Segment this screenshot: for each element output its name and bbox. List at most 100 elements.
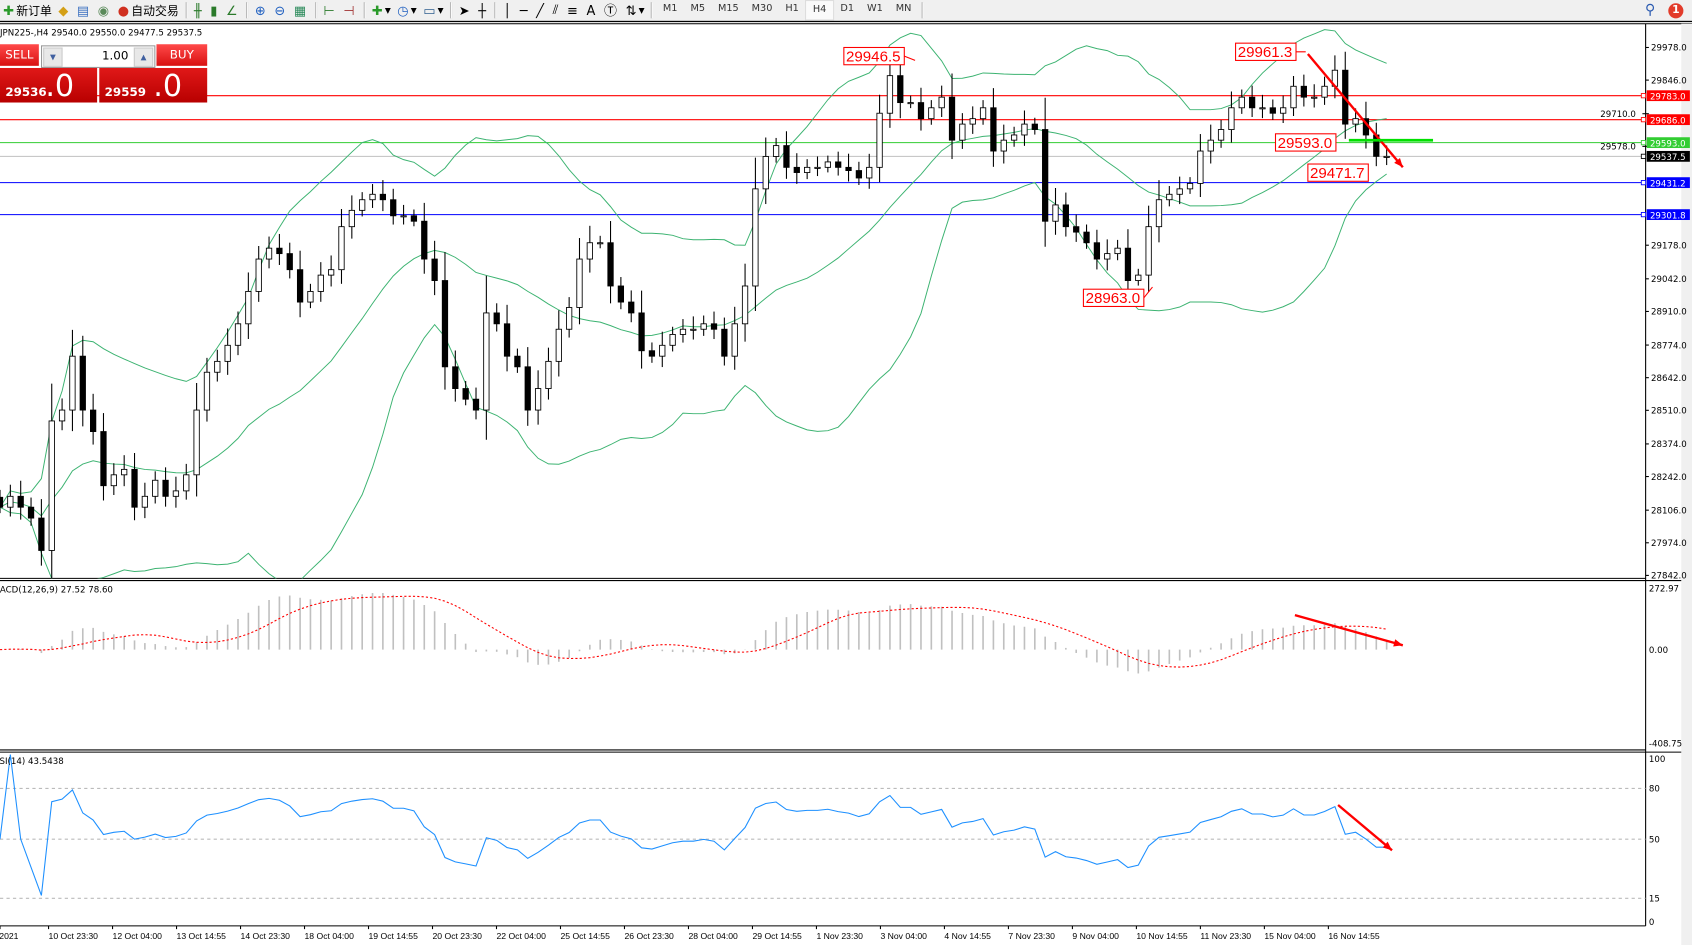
candle-body [1259, 107, 1266, 110]
candle [483, 275, 490, 440]
fibo-icon: ⫽ [552, 2, 559, 18]
candle [172, 476, 180, 508]
bar-chart-button[interactable]: ╫ [191, 1, 207, 19]
time-label: 10 Oct 23:30 [49, 931, 99, 941]
buy-price[interactable]: 29559 .0 [99, 67, 208, 103]
candle-body [1238, 96, 1245, 109]
price-tick-label: 28374.0 [1651, 440, 1687, 450]
volume-up-button[interactable]: ▲ [133, 47, 154, 67]
candle [597, 235, 604, 249]
candle-body [1217, 129, 1225, 141]
fibo-button[interactable]: ⫽ [549, 1, 563, 19]
divider [185, 2, 188, 19]
candle-body [814, 166, 821, 169]
sell-price[interactable]: 29536 .0 [0, 67, 98, 103]
candle-body [431, 258, 438, 281]
macd-arrow [1294, 613, 1404, 647]
candle [876, 94, 883, 183]
level-label-bg [1646, 177, 1690, 189]
candle-body [783, 145, 790, 168]
candle [162, 467, 169, 507]
rsi-tick-label: 0 [1649, 918, 1654, 928]
tile-button[interactable]: ▦ [291, 1, 312, 19]
main-panel: 29946.5 29961.3 29593.0 29471.7 28963.0 [0, 29, 1646, 579]
notification-badge[interactable]: 1 [1668, 2, 1684, 18]
candle [586, 225, 593, 273]
signal-button[interactable]: ◉ [95, 1, 115, 19]
candle-body [959, 123, 966, 141]
auto-trading-label: 自动交易 [131, 3, 179, 18]
history-button[interactable]: ▤ [74, 1, 95, 19]
timeframe-d1[interactable]: D1 [840, 3, 855, 15]
horizontal-line-button[interactable]: ─ [516, 1, 532, 19]
candle-body [131, 468, 138, 508]
candle-body [234, 323, 242, 346]
timeframe-h4[interactable]: H4 [805, 0, 834, 21]
line-chart-button[interactable]: ∠ [223, 1, 243, 19]
signal-icon: ◉ [97, 2, 110, 18]
candle [1145, 205, 1152, 292]
trendline-button[interactable]: ╱ [533, 1, 549, 19]
candle-body [659, 344, 666, 357]
candle [1176, 176, 1183, 205]
zoom-out-button[interactable]: ⊖ [271, 1, 290, 19]
candle-body [348, 209, 355, 228]
label-button[interactable]: Ⓣ [601, 1, 623, 19]
candle [255, 246, 262, 302]
timeframe-h1[interactable]: H1 [785, 3, 799, 15]
candle [1186, 177, 1194, 194]
candle [741, 263, 749, 342]
chart-shift-button[interactable]: ⊣ [340, 1, 360, 19]
buy-button[interactable]: BUY [156, 44, 208, 66]
timeframe-m15[interactable]: M15 [717, 3, 739, 15]
zoom-in-button[interactable]: ⊕ [252, 1, 271, 19]
auto-trading-button[interactable]: ● 自动交易 [115, 1, 182, 19]
search-icon[interactable]: ⚲ [1645, 2, 1656, 19]
sell-button[interactable]: SELL [0, 44, 39, 66]
macd-tick-label: 0.00 [1649, 646, 1668, 656]
candle-body [245, 290, 252, 325]
vertical-line-button[interactable]: │ [500, 1, 516, 19]
candle [431, 240, 438, 296]
fibo-fan-icon: ≡ [566, 2, 578, 18]
indicators-button[interactable]: ✚ ▾ [371, 2, 391, 18]
crosshair-button[interactable]: ┼ [475, 1, 491, 19]
fibo-fan-button[interactable]: ≡ [564, 1, 583, 19]
candle [959, 113, 966, 149]
candle [1269, 99, 1276, 120]
candlestick-button[interactable]: ▮ [207, 1, 223, 19]
time-label: 18 Oct 04:00 [305, 931, 355, 941]
candle-body [617, 285, 625, 303]
candle-body [441, 280, 449, 368]
timeframe-bar: M1 M5 M15 M30 H1 H4 D1 W1 MN [656, 0, 917, 21]
price-annotation: 29946.5 [846, 49, 901, 66]
timeframe-w1[interactable]: W1 [866, 3, 883, 15]
timeframe-m1[interactable]: M1 [662, 3, 678, 15]
timeframe-mn[interactable]: MN [895, 3, 912, 15]
volume-down-button[interactable]: ▼ [43, 47, 63, 67]
price-annotation: 29593.0 [1278, 135, 1333, 152]
time-label: 28 Oct 04:00 [688, 931, 738, 941]
volume-field[interactable]: ▼ 1.00 ▲ [41, 45, 156, 68]
candle [948, 73, 956, 160]
new-order-button[interactable]: ✚ 新订单 [0, 1, 55, 19]
templates-button[interactable]: ▭ ▾ [423, 2, 444, 18]
candle-body [948, 96, 956, 141]
cursor-button[interactable]: ➤ [455, 1, 474, 19]
trendline-icon: ╱ [536, 2, 544, 18]
candle [359, 192, 366, 217]
candle [855, 161, 863, 186]
candle-body [255, 258, 262, 292]
gold-button[interactable]: ◆ [55, 1, 74, 19]
autoscroll-button[interactable]: ⊢ [320, 1, 340, 19]
periods-button[interactable]: ◷ ▾ [397, 2, 417, 18]
level-label: 29301.8 [1650, 211, 1686, 221]
arrows-button[interactable]: ⇅ ▾ [625, 2, 645, 18]
candle [462, 380, 469, 406]
text-button[interactable]: A [583, 1, 601, 19]
timeframe-m5[interactable]: M5 [690, 3, 706, 15]
candle-body [224, 344, 231, 362]
scrollbar-right [1681, 23, 1692, 945]
timeframe-m30[interactable]: M30 [751, 3, 773, 15]
